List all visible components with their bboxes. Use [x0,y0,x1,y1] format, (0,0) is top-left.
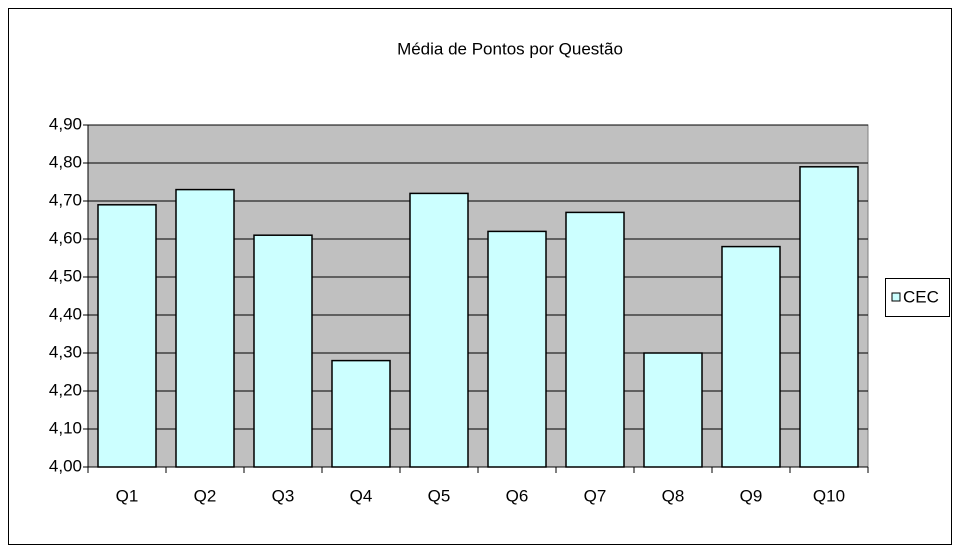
y-tick-label: 4,90 [49,114,82,133]
y-tick-label: 4,30 [49,342,82,361]
bar [97,204,157,468]
bar [799,166,859,468]
y-tick-label: 4,70 [49,190,82,209]
y-tick-label: 4,40 [49,304,82,323]
x-tick-label: Q10 [813,486,845,505]
bar [175,188,235,468]
bar [331,359,391,468]
x-tick-label: Q5 [428,486,451,505]
bar [487,230,547,468]
y-tick-label: 4,80 [49,152,82,171]
x-tick-label: Q6 [506,486,529,505]
y-tick-label: 4,60 [49,228,82,247]
bar [643,352,703,468]
bar [721,245,781,468]
bar [565,211,625,468]
x-tick-label: Q7 [584,486,607,505]
y-tick-label: 4,50 [49,266,82,285]
y-tick-label: 4,10 [49,418,82,437]
x-tick-label: Q8 [662,486,685,505]
x-tick-label: Q3 [272,486,295,505]
legend-swatch [891,292,901,302]
x-tick-label: Q2 [194,486,217,505]
chart-title: Média de Pontos por Questão [397,39,623,58]
y-tick-label: 4,20 [49,380,82,399]
x-tick-label: Q1 [116,486,139,505]
y-tick-label: 4,00 [49,456,82,475]
bar [253,234,313,468]
legend-label: CEC [903,287,939,306]
x-tick-label: Q9 [740,486,763,505]
bar [409,192,469,468]
x-tick-label: Q4 [350,486,373,505]
